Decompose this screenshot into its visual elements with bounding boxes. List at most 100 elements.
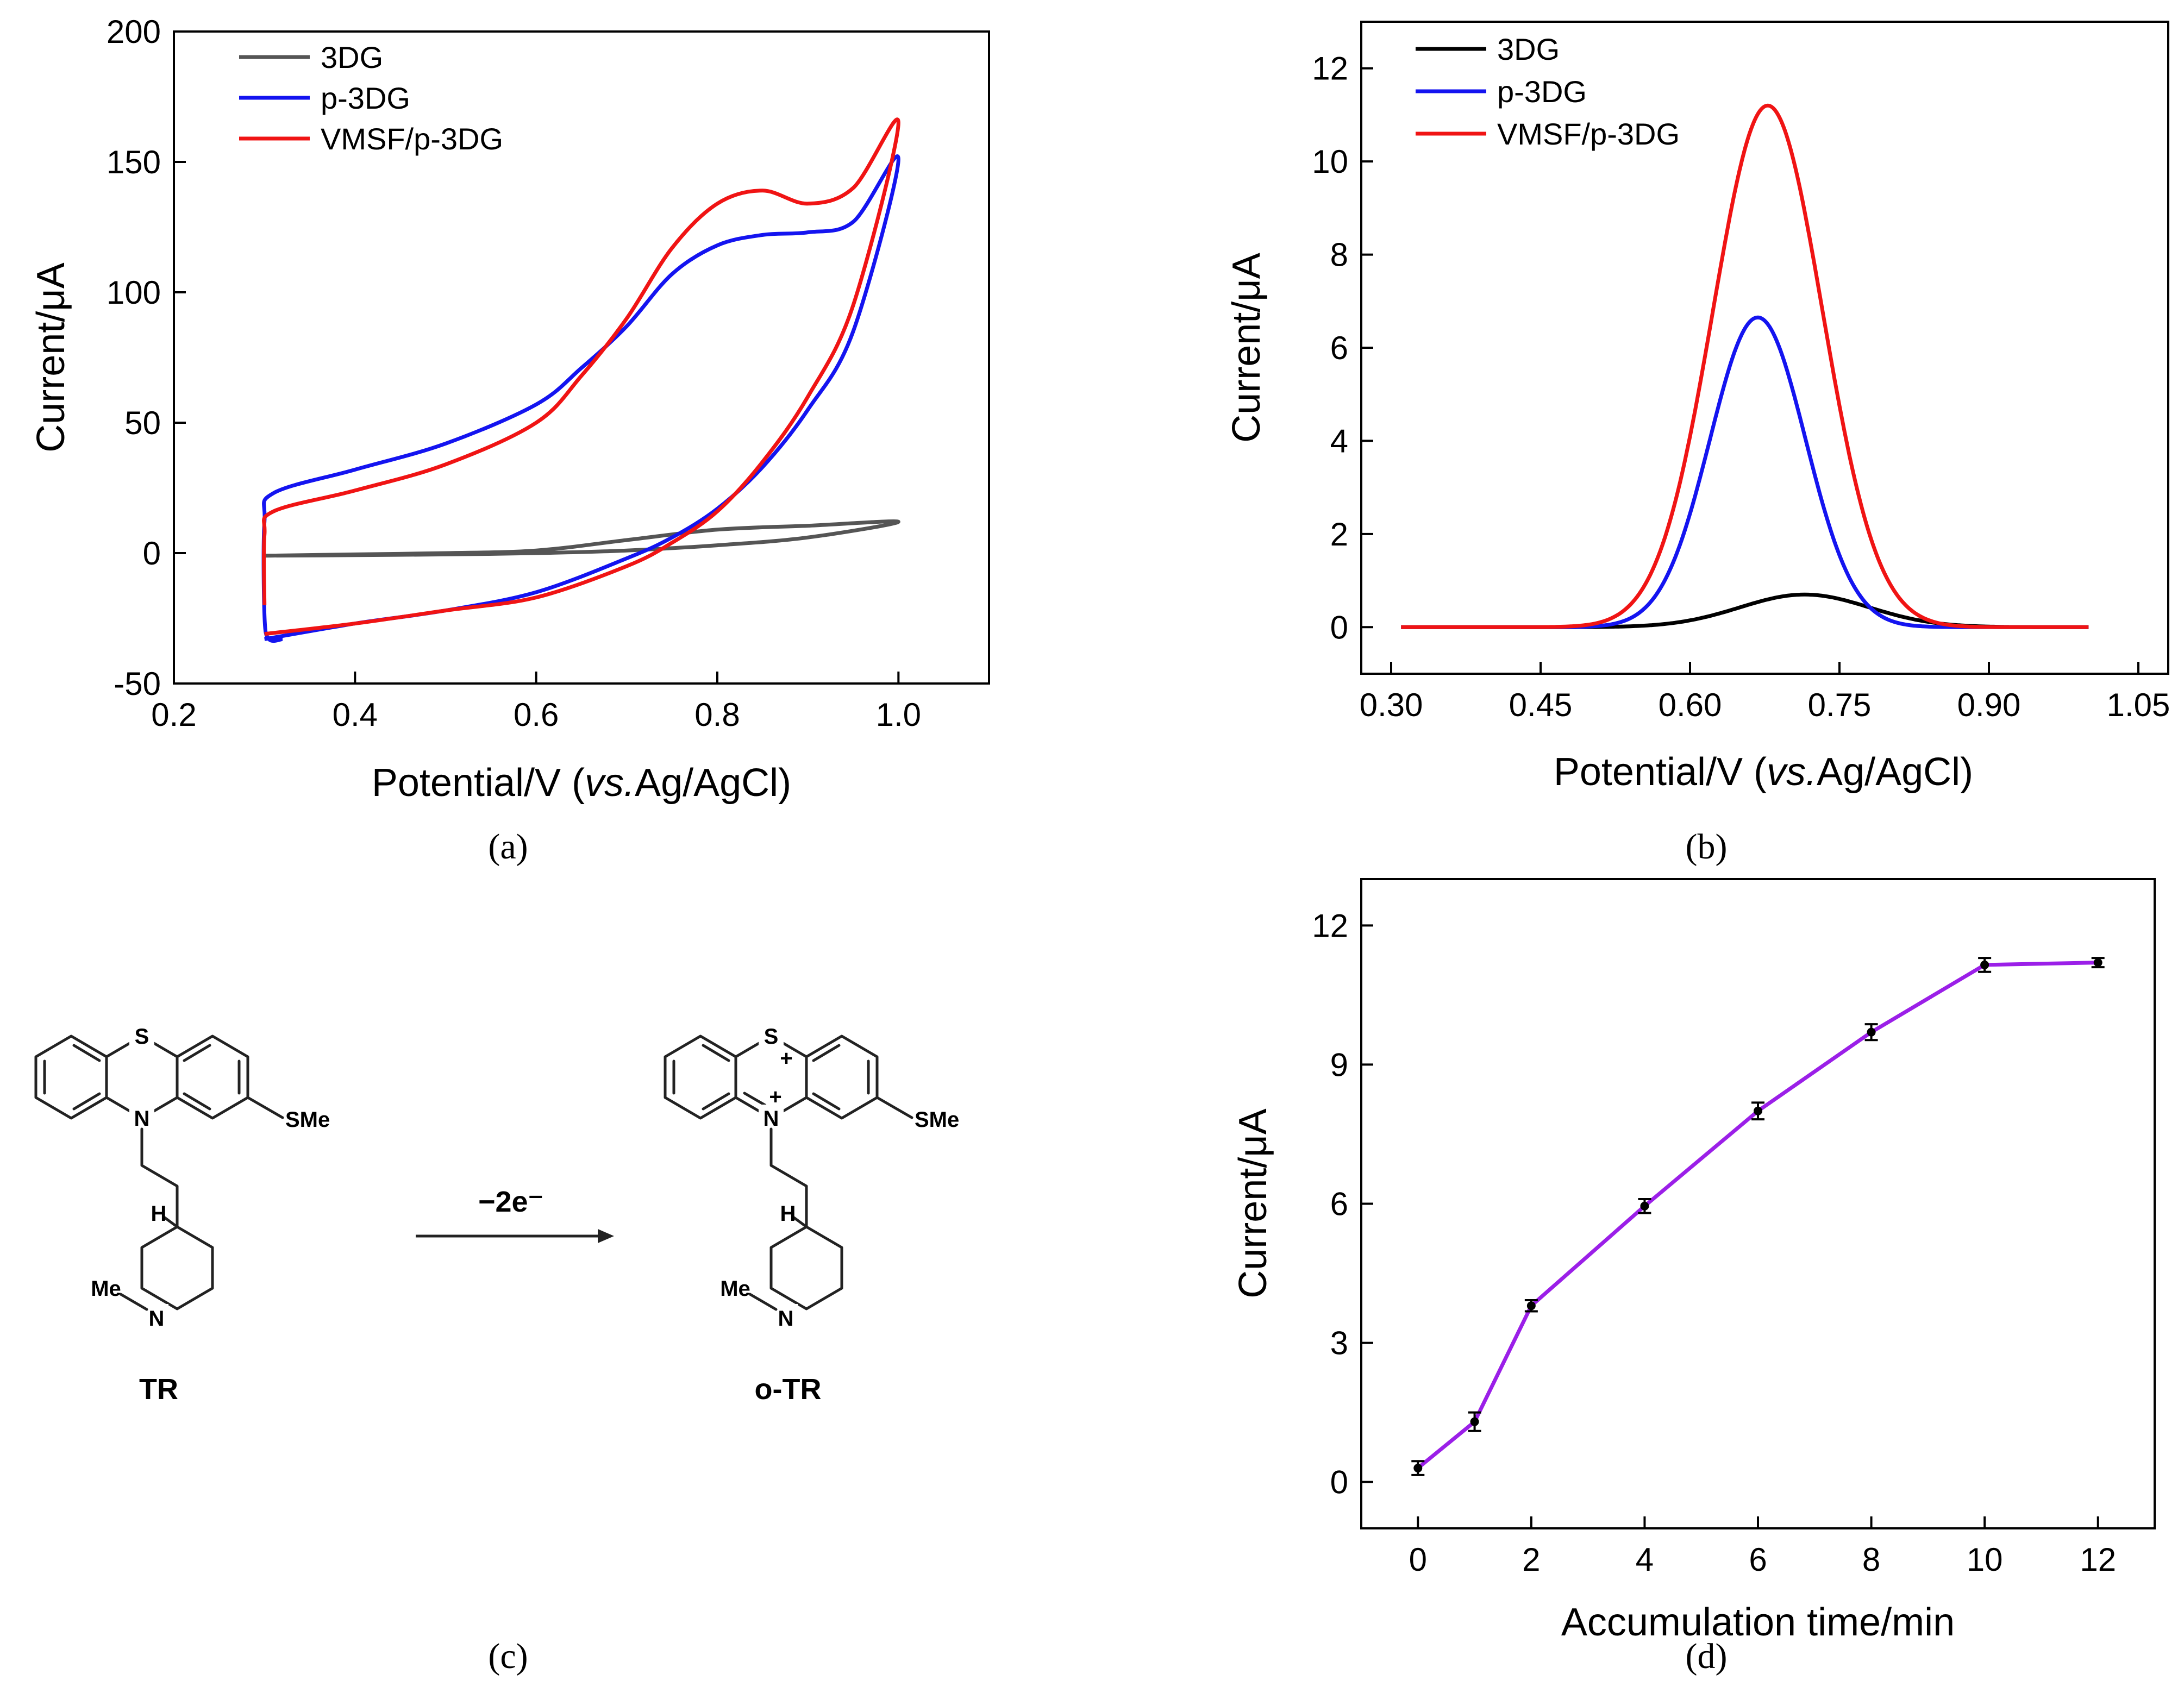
y-tick-label: 9	[1330, 1046, 1348, 1083]
y-tick-label: -50	[114, 666, 161, 702]
x-tick-label: 2	[1522, 1541, 1540, 1578]
bond	[875, 1096, 913, 1119]
y-tick-label: 0	[1330, 1464, 1348, 1501]
series-line-vmsf-p-3dg	[1401, 103, 2089, 629]
tick-group: 0 2 4 6 8 10 12 0 3 6 9 12	[1312, 907, 2116, 1578]
data-point	[1470, 1417, 1479, 1426]
piperidine-ring	[769, 1225, 843, 1310]
legend-label: 3DG	[321, 40, 383, 74]
x-axis-title-part2: Ag/AgCl)	[635, 761, 791, 805]
y-tick-label: 12	[1312, 907, 1348, 944]
x-tick-label: 0.8	[694, 697, 740, 733]
panel-label-b: (b)	[1686, 827, 1728, 867]
series-group	[1401, 103, 2089, 629]
y-tick-label: 3	[1330, 1325, 1348, 1362]
y-tick-label: 12	[1312, 51, 1348, 87]
legend-label: p-3DG	[1497, 74, 1587, 109]
atom-mask	[774, 1304, 798, 1331]
y-tick-label: 100	[107, 274, 161, 311]
legend-label: VMSF/p-3DG	[321, 122, 503, 156]
tick-group: 0.30 0.45 0.60 0.75 0.90 1.05 0 2 4 6 8 10 12	[1312, 51, 2170, 723]
plot-frame	[173, 30, 990, 685]
y-tick-label: 6	[1330, 330, 1348, 366]
y-axis-title: Current/μA	[1225, 253, 1268, 443]
series-line	[1417, 961, 2098, 1470]
x-tick-label: 0.4	[333, 697, 378, 733]
charge-plus: +	[769, 1085, 781, 1109]
legend-label: VMSF/p-3DG	[1497, 117, 1680, 151]
arrow-head	[598, 1229, 614, 1243]
reactant-structure: S N SMe H N Me TR	[34, 1021, 330, 1406]
nitrogen-atom: N	[764, 1107, 779, 1131]
legend-label: 3DG	[1497, 32, 1560, 66]
data-point	[1413, 1464, 1423, 1473]
data-point	[1867, 1027, 1876, 1037]
panel-d-accumulation-chart: 0 2 4 6 8 10 12 0 3 6 9 12 Accumulation time/min Cu…	[1231, 878, 2156, 1676]
nitrogen-atom: N	[778, 1307, 794, 1331]
data-point	[1754, 1106, 1762, 1115]
atom-mask	[129, 1105, 154, 1132]
sulfur-atom: S	[135, 1025, 149, 1049]
bond	[163, 1216, 179, 1228]
sme-group: SMe	[285, 1108, 330, 1132]
data-point	[1640, 1201, 1649, 1211]
x-tick-label: 10	[1967, 1541, 2003, 1578]
bond	[748, 1293, 778, 1311]
atom-mask	[759, 1021, 784, 1049]
panel-label-a: (a)	[488, 827, 528, 867]
sulfur-atom: S	[764, 1025, 779, 1049]
double-bond	[702, 1044, 730, 1062]
x-tick-label: 1.05	[2107, 687, 2170, 723]
y-tick-label: 200	[107, 14, 161, 50]
y-tick-label: 150	[107, 144, 161, 180]
x-tick-label: 0.30	[1360, 687, 1423, 723]
legend-label: p-3DG	[321, 81, 410, 115]
x-axis-title: Potential/V (vs.Ag/AgCl)	[1554, 750, 1973, 794]
y-axis-title: Current/μA	[29, 262, 73, 453]
ethyl-chain	[140, 1127, 179, 1228]
x-axis-title-part2: Ag/AgCl)	[1817, 750, 1973, 794]
y-tick-label: 4	[1330, 423, 1348, 459]
legend: 3DG p-3DG VMSF/p-3DG	[239, 40, 503, 156]
double-bond	[72, 1092, 101, 1111]
x-tick-label: 12	[2080, 1541, 2116, 1578]
reactant-label: TR	[139, 1373, 178, 1406]
data-point	[2093, 958, 2102, 967]
left-benzene-ring	[664, 1034, 737, 1120]
methyl-group: Me	[91, 1277, 121, 1301]
nitrogen-atom: N	[134, 1107, 150, 1131]
series-line-p-3dg	[1401, 315, 2089, 629]
legend: 3DG p-3DG VMSF/p-3DG	[1416, 32, 1680, 151]
series-line-p-3dg	[261, 154, 900, 643]
x-axis-title: Potential/V (vs.Ag/AgCl)	[372, 761, 791, 805]
nitrogen-atom: N	[149, 1307, 165, 1331]
panel-b-dpv-chart: 0.30 0.45 0.60 0.75 0.90 1.05 0 2 4 6 8 10 12 3DG p-3…	[1225, 21, 2170, 867]
x-axis-title: Accumulation time/min	[1561, 1601, 1955, 1644]
panel-label-d: (d)	[1686, 1636, 1728, 1676]
series-line-3dg	[1401, 592, 2089, 629]
series-group	[1411, 957, 2105, 1476]
charge-plus: +	[780, 1046, 792, 1070]
atom-mask	[145, 1304, 168, 1331]
double-bond	[183, 1044, 211, 1062]
x-axis-title-part1: Potential/V (	[1554, 750, 1767, 794]
series-line-3dg	[264, 519, 900, 558]
arrow-label: −2e⁻	[478, 1186, 543, 1218]
atom-mask	[129, 1021, 154, 1049]
double-bond	[702, 1092, 730, 1111]
atom-mask	[759, 1105, 784, 1132]
x-tick-label: 4	[1636, 1541, 1654, 1578]
x-tick-label: 0.75	[1808, 687, 1872, 723]
x-axis-title-italic: vs.	[1767, 750, 1817, 794]
double-bond	[812, 1092, 841, 1111]
x-tick-label: 1.0	[876, 697, 921, 733]
right-benzene-ring	[176, 1034, 249, 1120]
methyl-group: Me	[720, 1277, 750, 1301]
panel-a-cv-chart: 0.2 0.4 0.6 0.8 1.0 -50 0 50 100 150 200 3DG p-3DG V…	[29, 14, 990, 867]
bond	[792, 1216, 808, 1228]
y-tick-label: 2	[1330, 516, 1348, 553]
x-axis-title-italic: vs.	[585, 761, 635, 805]
series-group	[261, 117, 900, 643]
hydrogen-atom: H	[780, 1202, 796, 1226]
